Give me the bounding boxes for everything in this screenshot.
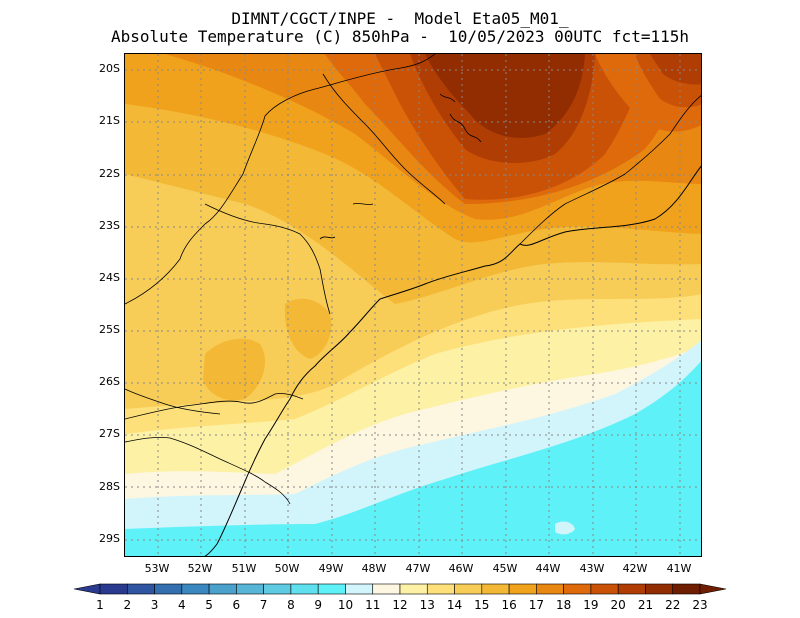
colorbar-swatch <box>236 583 264 595</box>
colorbar-tick-label: 18 <box>555 598 572 612</box>
lon-label: 48W <box>361 562 387 575</box>
temp-band-9 <box>125 361 701 556</box>
colorbar-tick-label: 13 <box>419 598 435 612</box>
colorbar-tick-label: 4 <box>177 598 186 612</box>
lon-label: 46W <box>448 562 474 575</box>
colorbar-swatch <box>536 583 564 595</box>
lat-label: 23S <box>99 219 120 232</box>
map-subtitle: Absolute Temperature (C) 850hPa - 10/05/… <box>111 27 689 46</box>
coastline <box>204 165 701 556</box>
lon-label: 51W <box>231 562 257 575</box>
lon-label: 43W <box>579 562 605 575</box>
colorbar-tick-label: 5 <box>205 598 213 612</box>
map-canvas <box>125 54 701 556</box>
lat-label: 21S <box>99 114 120 127</box>
colorbar-swatch <box>645 583 674 595</box>
colorbar-tick-label: 2 <box>123 598 132 612</box>
colorbar-swatch <box>154 583 183 595</box>
lon-label: 41W <box>666 562 692 575</box>
map-title: DIMNT/CGCT/INPE - Model Eta05_M01_ <box>231 9 569 28</box>
lon-label: 52W <box>187 562 213 575</box>
colorbar-tick-label: 10 <box>337 598 354 612</box>
temp-band-15-island <box>203 338 265 401</box>
colorbar-tick-label: 6 <box>232 598 241 612</box>
lon-label: 45W <box>492 562 518 575</box>
colorbar-tick-label: 21 <box>637 598 654 612</box>
colorbar-tick-label: 1 <box>96 598 104 612</box>
temp-band-15-island-2 <box>284 298 332 359</box>
lat-label: 24S <box>99 271 120 284</box>
colorbar-tick-label: 22 <box>665 598 681 612</box>
colorbar-swatch <box>345 583 374 595</box>
colorbar-tick-label: 14 <box>446 598 463 612</box>
colorbar-swatch <box>399 583 428 595</box>
lat-label: 25S <box>99 323 120 336</box>
colorbar-swatch <box>99 583 128 595</box>
gridlines <box>125 54 701 556</box>
colorbar-tick-label: 23 <box>692 598 708 612</box>
colorbar-tick-label: 3 <box>150 598 159 612</box>
lat-label: 26S <box>99 375 120 388</box>
colorbar-swatch <box>126 583 155 595</box>
colorbar-right-arrow <box>699 583 727 595</box>
colorbar-tick-label: 16 <box>501 598 517 612</box>
colorbar-swatch <box>672 583 701 595</box>
reservoirs <box>319 93 482 240</box>
lon-label: 50W <box>274 562 300 575</box>
lat-label: 29S <box>99 532 120 545</box>
colorbar-tick-label: 9 <box>314 598 322 612</box>
colorbar-swatch <box>208 583 237 595</box>
temp-band-20-east <box>650 54 701 85</box>
colorbar-tick-label: 17 <box>528 598 544 612</box>
lon-label: 42W <box>622 562 648 575</box>
lon-label: 44W <box>535 562 561 575</box>
colorbar-swatch <box>263 583 292 595</box>
colorbar-swatch <box>317 583 346 595</box>
colorbar-tick-label: 19 <box>583 598 599 612</box>
colorbar-swatch <box>617 583 646 595</box>
state-borders <box>125 54 701 505</box>
colorbar-tick-label: 8 <box>287 598 295 612</box>
colorbar-swatch <box>563 583 592 595</box>
colorbar-tick-label: 7 <box>259 598 268 612</box>
colorbar-swatch <box>590 583 619 595</box>
colorbar-swatch <box>454 583 483 595</box>
temperature-map <box>124 53 702 557</box>
colorbar-tick-label: 12 <box>392 598 408 612</box>
lat-label: 28S <box>99 480 120 493</box>
lon-label: 47W <box>405 562 431 575</box>
colorbar-swatch <box>372 583 401 595</box>
temp-band-10-island <box>555 521 575 535</box>
colorbar-swatch <box>508 583 537 595</box>
colorbar-swatch <box>181 583 210 595</box>
lat-label: 20S <box>99 62 120 75</box>
colorbar-tick-label: 15 <box>474 598 490 612</box>
lat-label: 22S <box>99 167 120 180</box>
temp-band-21 <box>425 54 585 138</box>
lon-label: 53W <box>144 562 170 575</box>
colorbar-swatch <box>481 583 510 595</box>
colorbar <box>73 583 727 595</box>
lat-label: 27S <box>99 427 120 440</box>
colorbar-left-arrow <box>73 583 101 595</box>
colorbar-swatch <box>426 583 455 595</box>
colorbar-tick-label: 20 <box>610 598 626 612</box>
colorbar-swatch <box>290 583 319 595</box>
colorbar-tick-label: 11 <box>365 598 381 612</box>
lon-label: 49W <box>318 562 344 575</box>
